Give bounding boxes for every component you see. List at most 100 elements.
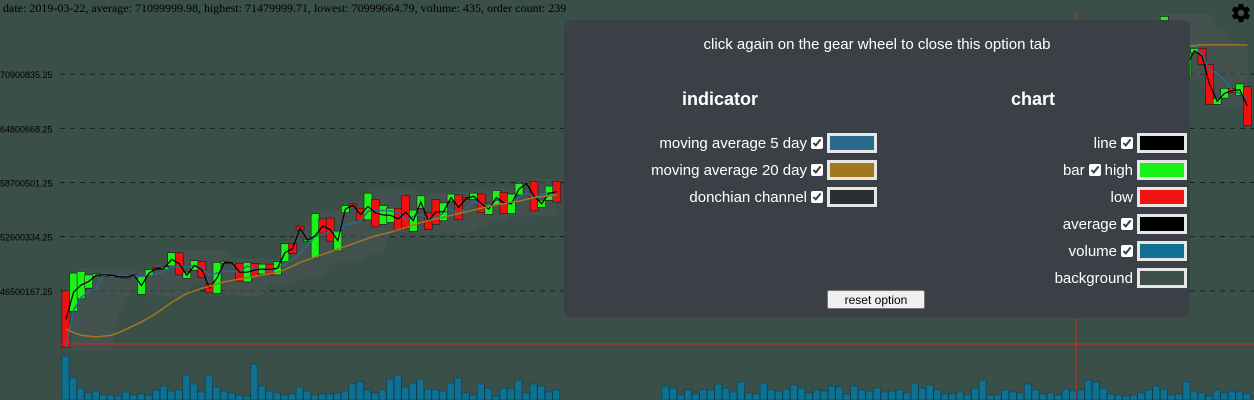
volume-bar xyxy=(378,389,387,400)
volume-bar xyxy=(61,355,70,400)
volume-bar xyxy=(288,393,296,400)
volume-bar xyxy=(790,384,798,400)
volume-bar xyxy=(684,389,692,400)
volume-bar xyxy=(842,393,851,400)
average-line xyxy=(65,182,557,320)
y-tick-label: 58700501.25 xyxy=(0,178,53,188)
volume-bar xyxy=(356,381,364,400)
volume-bar xyxy=(669,387,677,400)
volume-bar xyxy=(986,394,994,400)
volume-bar xyxy=(1243,393,1251,400)
volume-bar xyxy=(1212,389,1221,400)
volume-bar xyxy=(371,392,379,400)
volume-bar xyxy=(1197,392,1206,400)
chart-option-checkbox[interactable] xyxy=(1088,164,1101,176)
color-swatch[interactable] xyxy=(1137,214,1187,234)
color-swatch[interactable] xyxy=(1137,160,1187,180)
indicator-option-checkbox[interactable] xyxy=(811,137,823,149)
chart-option-checkbox[interactable] xyxy=(1121,245,1133,257)
volume-bar xyxy=(895,389,904,400)
volume-bar xyxy=(1099,387,1108,400)
volume-bar xyxy=(1046,392,1055,400)
gear-icon[interactable] xyxy=(1230,2,1252,24)
chart-option-sublabel: high xyxy=(1104,161,1133,179)
volume-bar xyxy=(1077,389,1085,400)
color-swatch[interactable] xyxy=(1137,241,1187,261)
color-swatch[interactable] xyxy=(827,160,877,180)
volume-bar xyxy=(722,387,730,400)
volume-bar xyxy=(1167,394,1176,400)
y-tick-label: 70900835.25 xyxy=(0,70,53,80)
volume-bar xyxy=(484,387,493,400)
volume-bar xyxy=(1031,389,1040,400)
volume-bar xyxy=(341,390,349,400)
indicator-option-checkbox[interactable] xyxy=(811,191,823,203)
volume-bar xyxy=(333,392,342,400)
volume-bar xyxy=(1016,392,1025,400)
volume-bar xyxy=(522,392,530,400)
candle xyxy=(61,290,71,348)
color-swatch[interactable] xyxy=(827,187,877,207)
volume-bar xyxy=(880,391,889,400)
volume-bar xyxy=(144,394,153,400)
volume-bar xyxy=(107,394,115,400)
volume-bars xyxy=(61,355,1251,400)
volume-bar xyxy=(873,387,881,400)
volume-bar xyxy=(303,390,311,400)
volume-bar xyxy=(858,389,866,400)
chart-heading: chart xyxy=(1011,89,1056,109)
chart-option-row: low xyxy=(1110,186,1187,208)
volume-bar xyxy=(1220,392,1228,400)
volume-bar xyxy=(835,386,843,400)
indicator-option-row: donchian channel xyxy=(689,186,877,208)
volume-bar xyxy=(416,378,425,400)
volume-bar xyxy=(1122,395,1130,400)
volume-bar xyxy=(767,389,775,400)
volume-bar xyxy=(971,387,979,400)
volume-bar xyxy=(888,390,896,400)
volume-bar xyxy=(242,395,251,400)
volume-bar xyxy=(167,390,175,400)
volume-bar xyxy=(1069,390,1077,400)
color-swatch[interactable] xyxy=(1137,187,1187,207)
volume-bar xyxy=(461,392,470,400)
volume-bar xyxy=(699,389,707,400)
volume-bar xyxy=(729,391,738,400)
volume-bar xyxy=(477,383,485,400)
volume-bar xyxy=(552,389,560,400)
volume-bar xyxy=(122,391,130,400)
chart-option-checkbox[interactable] xyxy=(1121,218,1133,230)
volume-bar xyxy=(76,387,85,400)
chart-option-label: low xyxy=(1110,188,1133,206)
y-tick-label: 64800668.25 xyxy=(0,124,53,134)
volume-bar xyxy=(1001,389,1009,400)
volume-bar xyxy=(393,374,402,400)
indicator-option-checkbox[interactable] xyxy=(811,164,823,176)
volume-bar xyxy=(129,394,138,400)
volume-bar xyxy=(265,390,274,400)
volume-bar xyxy=(948,393,957,400)
volume-bar xyxy=(431,389,440,400)
options-panel: click again on the gear wheel to close t… xyxy=(564,20,1190,318)
volume-bar xyxy=(69,377,77,400)
volume-bar xyxy=(1182,381,1191,400)
chart-option-checkbox[interactable] xyxy=(1121,137,1133,149)
volume-bar xyxy=(1175,393,1183,400)
color-swatch[interactable] xyxy=(827,133,877,153)
y-tick-label: 46500167.25 xyxy=(0,287,53,297)
volume-bar xyxy=(1228,390,1236,400)
volume-bar xyxy=(250,363,258,400)
volume-bar xyxy=(752,393,760,400)
volume-bar xyxy=(499,387,508,400)
color-swatch[interactable] xyxy=(1137,133,1187,153)
volume-bar xyxy=(454,377,462,400)
volume-bar xyxy=(910,382,919,400)
volume-bar xyxy=(933,389,942,400)
color-swatch[interactable] xyxy=(1137,268,1187,288)
volume-bar xyxy=(114,395,123,400)
volume-bar xyxy=(386,378,394,400)
reset-option-button[interactable]: reset option xyxy=(827,290,925,309)
volume-bar xyxy=(273,392,281,400)
indicator-option-label: donchian channel xyxy=(689,188,807,206)
moving-average-20-line xyxy=(65,194,557,338)
